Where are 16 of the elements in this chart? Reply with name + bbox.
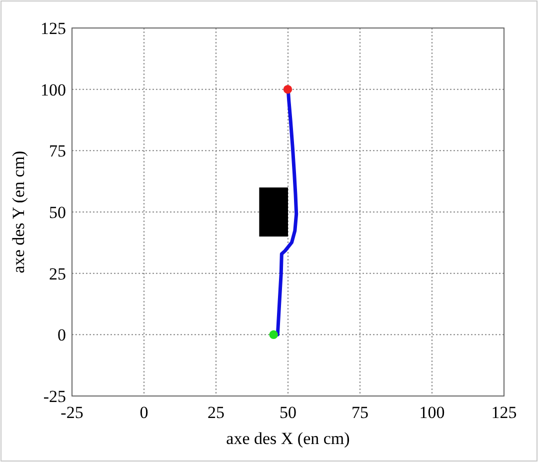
y-axis-title: axe des Y (en cm) [9,150,28,274]
x-tick-label: 125 [491,403,517,422]
x-tick-label: 25 [208,403,224,422]
x-tick-label: 75 [352,403,368,422]
x-axis-title: axe des X (en cm) [226,429,350,448]
y-tick-label: 0 [58,326,66,345]
y-tick-label: -25 [43,386,66,406]
x-tick-label: 100 [419,403,445,422]
x-tick-label: 50 [280,403,296,422]
y-tick-label: 75 [49,142,66,161]
y-tick-label: 25 [49,264,66,284]
x-tick-label: 0 [140,403,148,422]
y-tick-label: 125 [40,18,66,38]
y-tick-label: 100 [40,80,66,100]
x-tick-label: -25 [60,403,84,422]
y-tick-label: 50 [49,202,66,222]
